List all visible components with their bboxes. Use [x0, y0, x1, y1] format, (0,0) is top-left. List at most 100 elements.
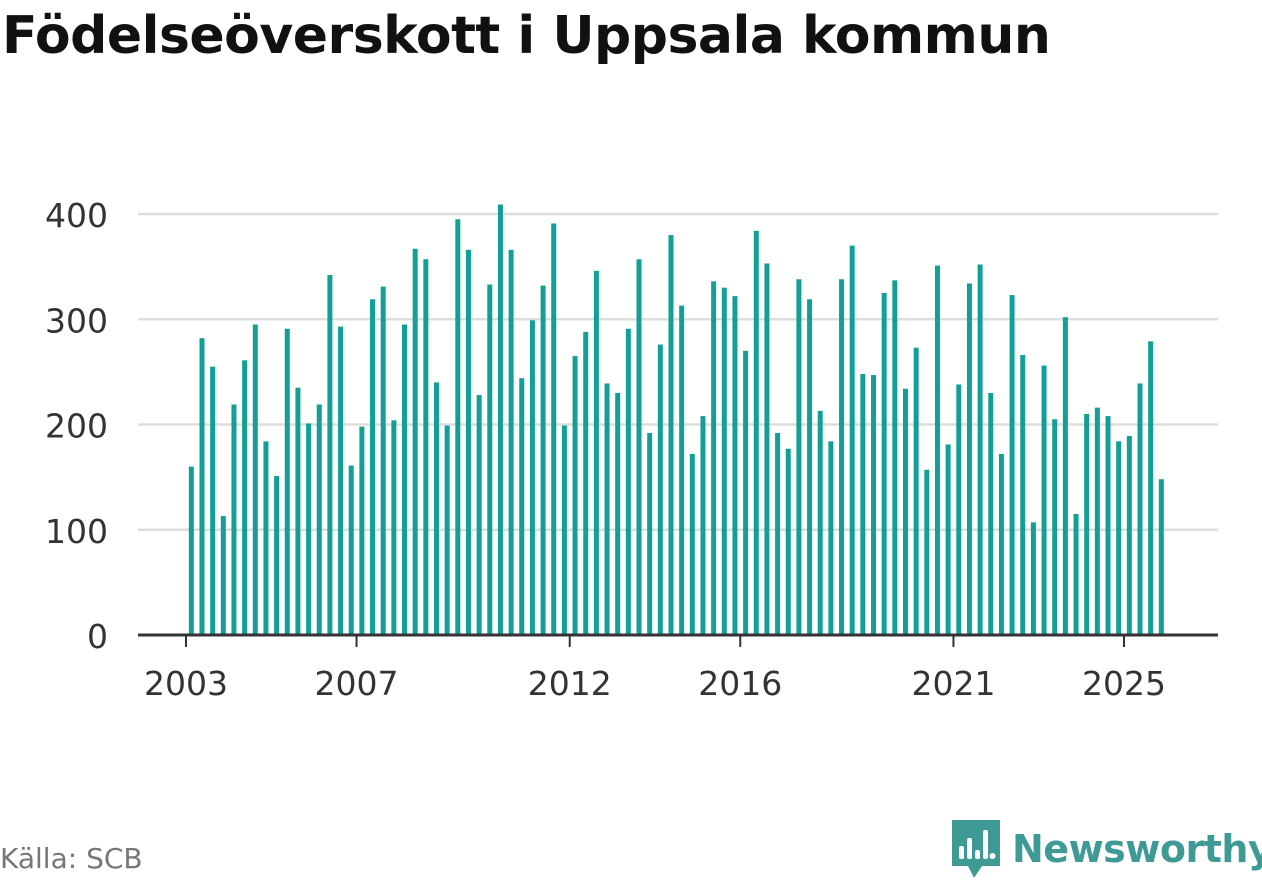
- brand-logo: Newsworthy: [950, 818, 1262, 880]
- bar: [465, 249, 471, 635]
- bar: [220, 516, 226, 635]
- bar: [1041, 365, 1047, 635]
- bar: [1137, 383, 1143, 635]
- bar: [700, 416, 706, 635]
- bar-chart: 2003 2007 2012 2016 2021 2025 0 100 200 300 400: [45, 196, 1218, 703]
- bar: [1009, 295, 1015, 635]
- bar: [1158, 479, 1164, 635]
- bar: [913, 347, 919, 635]
- bar: [306, 423, 312, 635]
- bar: [551, 223, 557, 635]
- bar: [1052, 419, 1058, 635]
- bar: [988, 392, 994, 635]
- bar: [807, 299, 813, 635]
- brand-name: Newsworthy: [1012, 827, 1262, 871]
- bar: [668, 235, 674, 636]
- bar: [274, 476, 280, 635]
- bar: [359, 426, 365, 635]
- bar: [1084, 413, 1090, 635]
- bar: [977, 264, 983, 635]
- bar: [1126, 436, 1132, 635]
- x-tick-label: 2025: [1082, 664, 1166, 703]
- bar: [689, 453, 695, 635]
- bar: [316, 404, 322, 635]
- x-tick-label: 2007: [315, 664, 399, 703]
- x-tick-label: 2003: [144, 664, 228, 703]
- bar: [753, 230, 759, 635]
- bar: [1073, 513, 1079, 635]
- bar: [966, 283, 972, 635]
- bar: [1020, 355, 1026, 635]
- bar: [849, 245, 855, 635]
- bar: [945, 444, 951, 635]
- bar: [487, 284, 493, 635]
- bar: [433, 382, 439, 635]
- bar: [785, 448, 791, 635]
- bar: [402, 324, 408, 635]
- bar: [370, 299, 376, 635]
- bar: [625, 328, 631, 635]
- bar: [764, 263, 770, 635]
- bar: [295, 387, 301, 635]
- bar-chart-speech-bubble-icon: [952, 820, 1000, 878]
- y-tick-label: 200: [45, 407, 108, 446]
- bar: [391, 420, 397, 635]
- bar: [615, 392, 621, 635]
- bar: [444, 425, 450, 635]
- bar: [412, 248, 418, 636]
- bar: [338, 326, 344, 635]
- bar: [647, 432, 653, 635]
- bar: [743, 350, 749, 635]
- bar: [188, 466, 194, 635]
- bar: [657, 344, 663, 635]
- bar: [817, 410, 823, 635]
- bar: [572, 356, 578, 635]
- y-tick-label: 100: [45, 512, 108, 551]
- bar: [380, 286, 386, 635]
- bar: [711, 281, 717, 635]
- bar: [242, 360, 248, 635]
- bar: [902, 388, 908, 635]
- bar: [892, 280, 898, 635]
- bar: [998, 453, 1004, 635]
- bar: [327, 275, 333, 635]
- y-tick-label: 400: [45, 196, 108, 235]
- bar: [529, 320, 535, 635]
- chart-title: Födelseöverskott i Uppsala kommun: [2, 6, 1051, 66]
- bar: [796, 279, 802, 635]
- y-tick-label: 300: [45, 301, 108, 340]
- bar: [860, 373, 866, 635]
- bar: [871, 375, 877, 635]
- bar: [1030, 522, 1036, 635]
- bar: [636, 259, 642, 635]
- bar: [540, 285, 546, 635]
- bar: [476, 395, 482, 635]
- bar: [934, 265, 940, 635]
- bar: [519, 378, 525, 635]
- bar: [199, 338, 205, 635]
- bar: [604, 383, 610, 635]
- bar: [924, 469, 930, 635]
- bars: [188, 204, 1164, 636]
- bar: [721, 287, 727, 635]
- bar: [1062, 317, 1068, 635]
- x-tick-label: 2021: [911, 664, 995, 703]
- bar: [828, 441, 834, 635]
- bar: [956, 384, 962, 635]
- bar: [732, 296, 738, 635]
- bar: [284, 328, 290, 635]
- bar: [839, 279, 845, 635]
- bar: [252, 324, 258, 635]
- bar: [561, 425, 567, 635]
- bar: [497, 204, 503, 635]
- x-tick-label: 2012: [528, 664, 612, 703]
- bar: [1116, 441, 1122, 635]
- y-tick-label: 0: [87, 617, 108, 656]
- source-label: Källa: SCB: [0, 842, 143, 875]
- bar: [423, 259, 429, 635]
- bar: [1094, 407, 1100, 635]
- bar: [231, 404, 237, 635]
- bar: [775, 432, 781, 635]
- y-axis-ticks: 0 100 200 300 400: [45, 196, 108, 656]
- bar: [348, 465, 354, 635]
